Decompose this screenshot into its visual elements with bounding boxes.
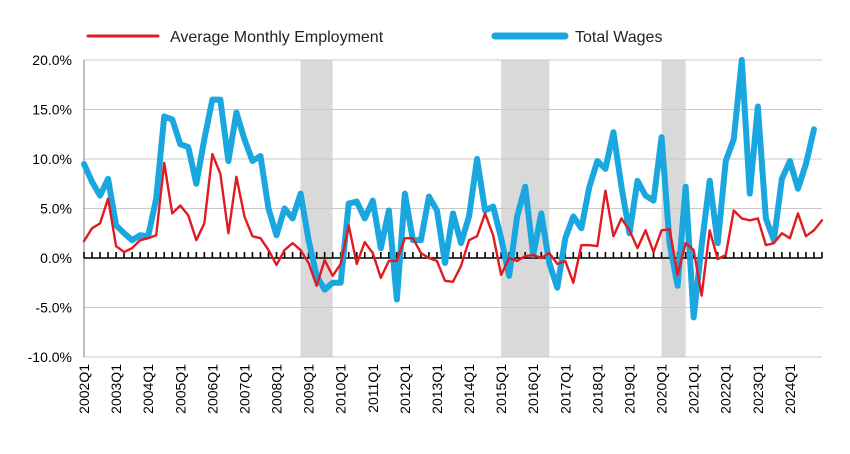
x-tick-label: 2013Q1 bbox=[429, 364, 445, 414]
x-tick-label: 2012Q1 bbox=[397, 364, 413, 414]
x-tick-label: 2004Q1 bbox=[140, 364, 156, 414]
x-tick-label: 2018Q1 bbox=[589, 364, 605, 414]
x-tick-label: 2022Q1 bbox=[718, 364, 734, 414]
y-tick-label: -5.0% bbox=[35, 300, 72, 316]
x-tick-label: 2024Q1 bbox=[782, 364, 798, 414]
x-tick-label: 2019Q1 bbox=[621, 364, 637, 414]
x-tick-label: 2016Q1 bbox=[525, 364, 541, 414]
x-tick-label: 2023Q1 bbox=[750, 364, 766, 414]
x-tick-label: 2003Q1 bbox=[108, 364, 124, 414]
y-tick-label: 10.0% bbox=[32, 151, 72, 167]
x-tick-label: 2007Q1 bbox=[236, 364, 252, 414]
x-tick-label: 2014Q1 bbox=[461, 364, 477, 414]
x-tick-label: 2011Q1 bbox=[365, 364, 381, 413]
y-tick-labels: -10.0% -5.0% 0.0% 5.0% 10.0% 15.0% 20.0% bbox=[28, 52, 72, 365]
legend-label-average-monthly-employment: Average Monthly Employment bbox=[170, 29, 384, 46]
x-tick-label: 2006Q1 bbox=[204, 364, 220, 414]
x-tick-label: 2017Q1 bbox=[557, 364, 573, 414]
y-tick-label: -10.0% bbox=[28, 349, 72, 365]
x-tick-label: 2005Q1 bbox=[172, 364, 188, 414]
x-tick-label: 2002Q1 bbox=[76, 364, 92, 414]
y-tick-label: 5.0% bbox=[40, 201, 72, 217]
y-tick-label: 20.0% bbox=[32, 52, 72, 68]
total-wages-line bbox=[81, 57, 817, 321]
y-tick-label: 15.0% bbox=[32, 102, 72, 118]
x-tick-label: 2015Q1 bbox=[493, 364, 509, 414]
x-tick-labels: 2002Q1 2003Q1 2004Q1 2005Q1 2006Q1 2007Q1 2008… bbox=[76, 364, 798, 414]
x-tick-label: 2020Q1 bbox=[654, 364, 670, 414]
x-tick-label: 2009Q1 bbox=[301, 364, 317, 414]
legend-label-total-wages: Total Wages bbox=[575, 29, 662, 46]
x-tick-label: 2008Q1 bbox=[269, 364, 285, 414]
y-tick-label: 0.0% bbox=[40, 250, 72, 266]
average-monthly-employment-line bbox=[82, 152, 824, 297]
legend: Average Monthly Employment Total Wages bbox=[86, 29, 662, 46]
x-tick-label: 2010Q1 bbox=[333, 364, 349, 414]
series-layer bbox=[81, 57, 824, 321]
x-tick-label: 2021Q1 bbox=[686, 364, 702, 414]
